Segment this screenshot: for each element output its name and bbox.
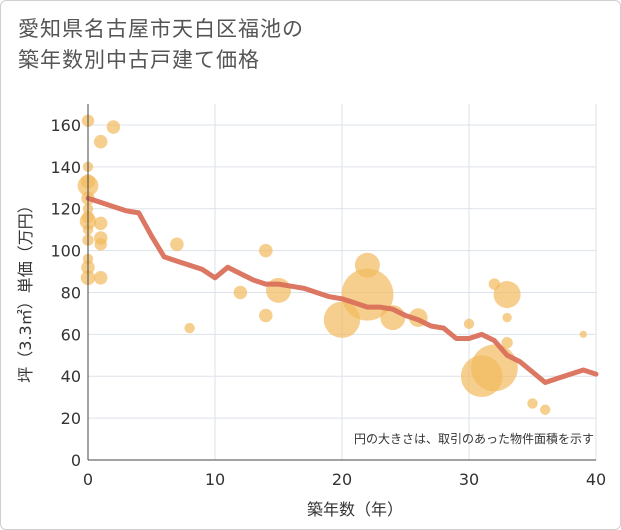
data-bubble (93, 216, 108, 231)
y-tick-label: 100 (50, 242, 81, 261)
y-tick-label: 140 (50, 158, 81, 177)
chart-title: 愛知県名古屋市天白区福池の 築年数別中古戸建て価格 (18, 14, 304, 76)
y-tick-label: 60 (61, 325, 81, 344)
x-axis-label: 築年数（年） (307, 500, 403, 519)
y-axis-label: 坪（3.3㎡）単価（万円） (16, 197, 35, 382)
y-tick-label: 80 (61, 283, 81, 302)
x-tick-label: 30 (459, 470, 479, 489)
data-bubble (493, 281, 521, 309)
data-bubble (93, 134, 108, 149)
y-tick-label: 0 (71, 451, 81, 470)
data-bubble (184, 322, 195, 334)
y-tick-label: 120 (50, 200, 81, 219)
data-bubble (501, 337, 513, 349)
data-bubble (170, 237, 184, 252)
data-bubble (471, 344, 518, 392)
data-bubble (259, 308, 273, 323)
data-bubble (579, 330, 587, 338)
data-bubble (233, 285, 248, 300)
bubble-size-note: 円の大きさは、取引のあった物件面積を示す (354, 431, 594, 446)
bubble-layer (77, 114, 587, 415)
data-bubble (527, 398, 538, 409)
axis-layer: 0 20 40 60 80 100 120 140 160 0 10 20 30 40 (50, 104, 606, 489)
grid-layer (88, 104, 597, 460)
x-tick-label: 0 (83, 470, 93, 489)
data-bubble (502, 312, 512, 323)
data-bubble (463, 318, 475, 330)
data-bubble (106, 120, 121, 134)
x-tick-label: 10 (205, 470, 225, 489)
data-bubble (94, 238, 107, 251)
y-tick-label: 40 (61, 367, 81, 386)
title-line-2: 築年数別中古戸建て価格 (18, 48, 260, 72)
x-tick-label: 40 (586, 470, 606, 489)
title-line-1: 愛知県名古屋市天白区福池の (18, 17, 304, 41)
data-bubble (93, 271, 108, 285)
y-tick-label: 20 (61, 409, 81, 428)
average-price-line (85, 195, 599, 385)
data-bubble (540, 404, 551, 415)
data-bubble (259, 243, 273, 258)
y-tick-label: 160 (50, 116, 81, 135)
line-layer (85, 195, 599, 385)
x-tick-label: 20 (332, 470, 352, 489)
